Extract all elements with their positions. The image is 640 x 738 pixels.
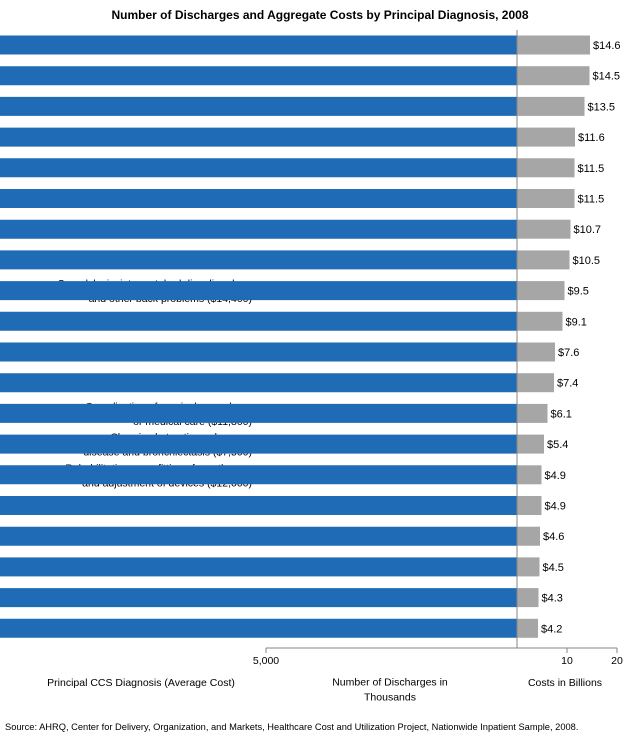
cost-data-label: $14.6 [593, 40, 621, 52]
cost-data-label: $10.5 [573, 255, 601, 267]
cost-data-label: $9.1 [566, 316, 587, 328]
discharge-bar [0, 189, 517, 208]
cost-bar [517, 618, 538, 638]
discharge-bar [0, 281, 518, 301]
cost-bar [517, 373, 554, 393]
cost-data-label: $14.5 [593, 71, 621, 83]
discharge-bar [0, 526, 517, 546]
cost-bar [517, 465, 542, 485]
discharge-bar [0, 434, 517, 454]
cost-bar [517, 526, 540, 546]
discharge-bar [0, 403, 517, 423]
source-note: Source: AHRQ, Center for Delivery, Organ… [5, 722, 578, 732]
cost-data-label: $4.9 [545, 470, 566, 482]
discharge-bar [0, 219, 517, 239]
cost-bar [517, 496, 542, 515]
cost-bar [517, 158, 575, 178]
cost-bar [517, 588, 539, 608]
discharge-bar [0, 496, 517, 515]
cost-bar [517, 250, 570, 270]
cost-data-label: $7.4 [557, 378, 578, 390]
discharge-bar [0, 588, 517, 608]
x-tick-label: 10 [561, 655, 573, 667]
cost-bar [517, 342, 555, 362]
cost-data-label: $11.6 [578, 132, 605, 144]
cost-bar [517, 189, 575, 208]
cost-data-label: $9.5 [568, 286, 589, 298]
discharge-bar [0, 66, 517, 86]
cost-bar [517, 403, 548, 423]
chart-title: Number of Discharges and Aggregate Costs… [111, 8, 528, 22]
discharge-bar [0, 373, 517, 393]
discharge-bar [0, 127, 517, 147]
cost-data-label: $4.5 [543, 562, 564, 574]
cost-data-label: $5.4 [547, 439, 568, 451]
discharge-bar [0, 618, 517, 638]
discharge-bar [0, 96, 517, 116]
discharge-bar [0, 158, 517, 178]
cost-bar [517, 434, 544, 454]
cost-data-label: $4.6 [543, 531, 564, 543]
cost-data-label: $11.5 [578, 194, 605, 206]
discharges-axis-title: Number of Discharges in Thousands [332, 677, 448, 704]
cost-bar [517, 66, 590, 86]
discharge-bar [0, 342, 517, 362]
cost-data-label: $13.5 [588, 101, 616, 113]
cost-bar [517, 219, 571, 239]
discharge-bar [0, 250, 517, 270]
x-tick-label: 20 [611, 655, 623, 667]
cost-bar [517, 281, 565, 301]
discharge-bar [0, 557, 517, 577]
cost-bar [517, 127, 575, 147]
cost-bar [517, 557, 540, 577]
cost-data-label: $4.2 [541, 623, 562, 635]
discharge-bar [0, 35, 517, 55]
discharge-bar [0, 465, 517, 485]
cost-bar [517, 35, 590, 55]
cost-bar [517, 311, 563, 331]
cost-bar [517, 96, 585, 116]
cost-data-label: $4.9 [545, 501, 566, 513]
costs-axis-title: Costs in Billions [528, 677, 602, 689]
cost-data-label: $7.6 [558, 347, 579, 359]
cost-data-label: $4.3 [542, 593, 563, 605]
discharge-bar [0, 311, 517, 331]
category-axis-title: Principal CCS Diagnosis (Average Cost) [47, 677, 235, 689]
x-tick-label: 5,000 [253, 655, 279, 667]
cost-data-label: $6.1 [551, 408, 572, 420]
cost-data-label: $10.7 [574, 224, 602, 236]
cost-data-label: $11.5 [578, 163, 605, 175]
